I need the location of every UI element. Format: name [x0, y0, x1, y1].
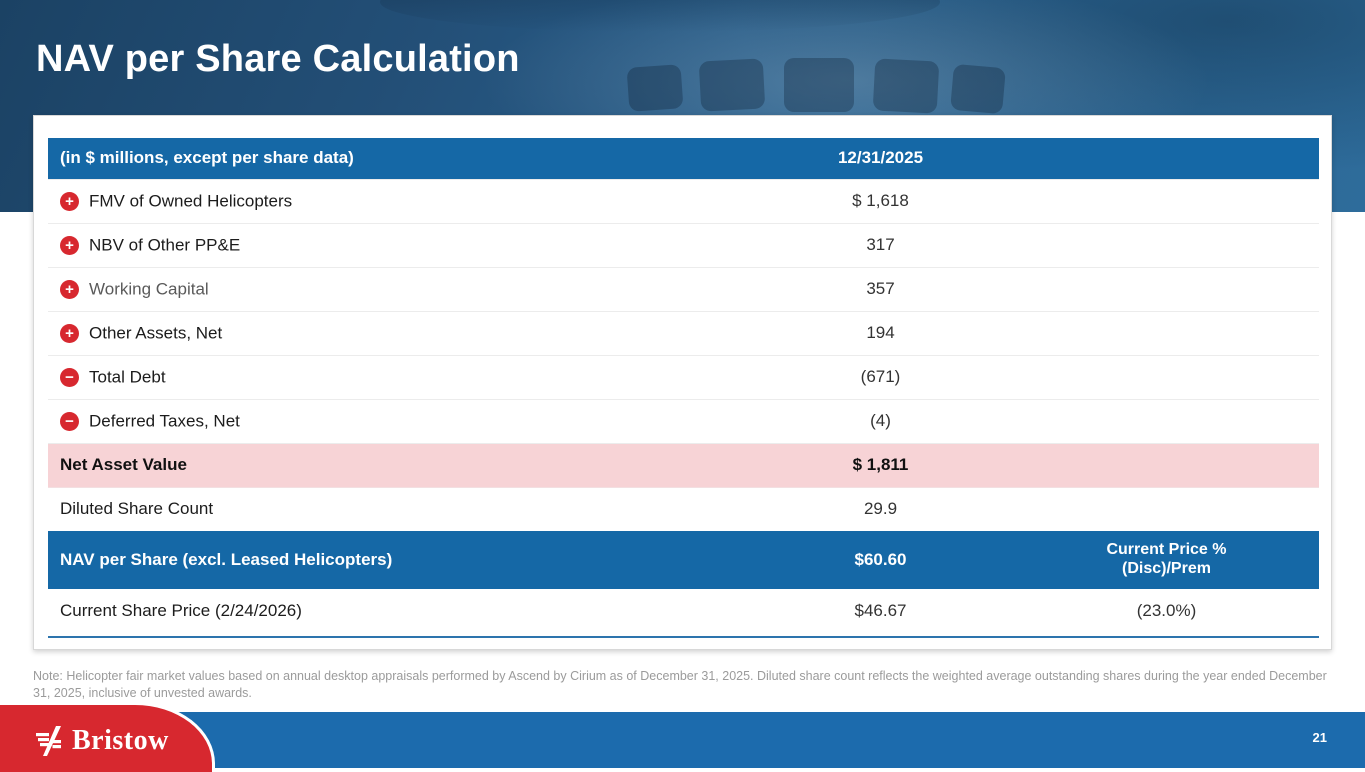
current-share-price-row: Current Share Price (2/24/2026) $46.67 (… — [48, 589, 1319, 633]
row-label: Current Share Price (2/24/2026) — [48, 589, 748, 633]
page-number: 21 — [1312, 730, 1327, 745]
table-header-date: 12/31/2025 — [747, 138, 1014, 179]
plus-icon: + — [60, 279, 79, 299]
row-value: 194 — [747, 310, 1014, 355]
row-value: (4) — [747, 398, 1014, 443]
net-asset-value-row: Net Asset Value $ 1,811 — [48, 442, 1319, 487]
row-label: Deferred Taxes, Net — [89, 411, 240, 431]
row-label: Diluted Share Count — [48, 486, 748, 531]
minus-icon: − — [60, 411, 79, 431]
helicopter-window-shape — [626, 64, 684, 112]
helicopter-window-shape — [872, 58, 940, 114]
discount-percentage: (23.0%) — [1013, 589, 1319, 633]
brand-logo: Bristow — [36, 725, 169, 757]
row-value: (671) — [747, 354, 1014, 399]
nav-per-share-row: NAV per Share (excl. Leased Helicopters)… — [48, 531, 1319, 589]
row-label: NAV per Share (excl. Leased Helicopters) — [48, 531, 748, 589]
helicopter-rotor-shape — [380, 0, 940, 32]
table-row: + NBV of Other PP&E 317 — [48, 222, 1319, 267]
table-card: (in $ millions, except per share data) 1… — [33, 115, 1332, 650]
footnote: Note: Helicopter fair market values base… — [33, 669, 1327, 700]
row-label: FMV of Owned Helicopters — [89, 191, 293, 211]
footer-brand-shape: Bristow — [0, 702, 215, 772]
row-label: Total Debt — [89, 367, 166, 387]
table-row: − Total Debt (671) — [48, 354, 1319, 399]
row-value: $ 1,618 — [747, 178, 1014, 223]
table-header-label: (in $ millions, except per share data) — [48, 138, 748, 179]
table-row: − Deferred Taxes, Net (4) — [48, 398, 1319, 443]
brand-name: Bristow — [72, 724, 169, 756]
table-row: + FMV of Owned Helicopters $ 1,618 — [48, 178, 1319, 223]
nav-table-container: (in $ millions, except per share data) 1… — [48, 138, 1319, 638]
minus-icon: − — [60, 367, 79, 387]
current-price-disc-prem-header: Current Price % (Disc)/Prem — [1013, 531, 1319, 589]
row-value: $60.60 — [747, 531, 1014, 589]
nav-calculation-table: (in $ millions, except per share data) 1… — [48, 138, 1319, 633]
row-value: 357 — [747, 266, 1014, 311]
row-label: Net Asset Value — [48, 442, 748, 487]
plus-icon: + — [60, 191, 79, 211]
row-label: NBV of Other PP&E — [89, 235, 241, 255]
row-label: Other Assets, Net — [89, 323, 223, 343]
table-row: + Other Assets, Net 194 — [48, 310, 1319, 355]
row-value: 29.9 — [747, 486, 1014, 531]
row-value: $ 1,811 — [747, 442, 1014, 487]
row-value: $46.67 — [747, 589, 1014, 633]
table-header-row: (in $ millions, except per share data) 1… — [48, 138, 1319, 179]
helicopter-window-shape — [698, 58, 766, 112]
plus-icon: + — [60, 235, 79, 255]
diluted-share-count-row: Diluted Share Count 29.9 — [48, 486, 1319, 531]
helicopter-window-shape — [950, 63, 1006, 115]
page-title: NAV per Share Calculation — [36, 38, 520, 80]
table-header-spacer — [1013, 138, 1319, 179]
plus-icon: + — [60, 323, 79, 343]
row-value: 317 — [747, 222, 1014, 267]
helicopter-window-shape — [784, 58, 854, 112]
row-label: Working Capital — [89, 279, 209, 299]
table-row: + Working Capital 357 — [48, 266, 1319, 311]
footer-bar — [0, 712, 1365, 768]
bristow-logo-icon — [36, 725, 61, 756]
